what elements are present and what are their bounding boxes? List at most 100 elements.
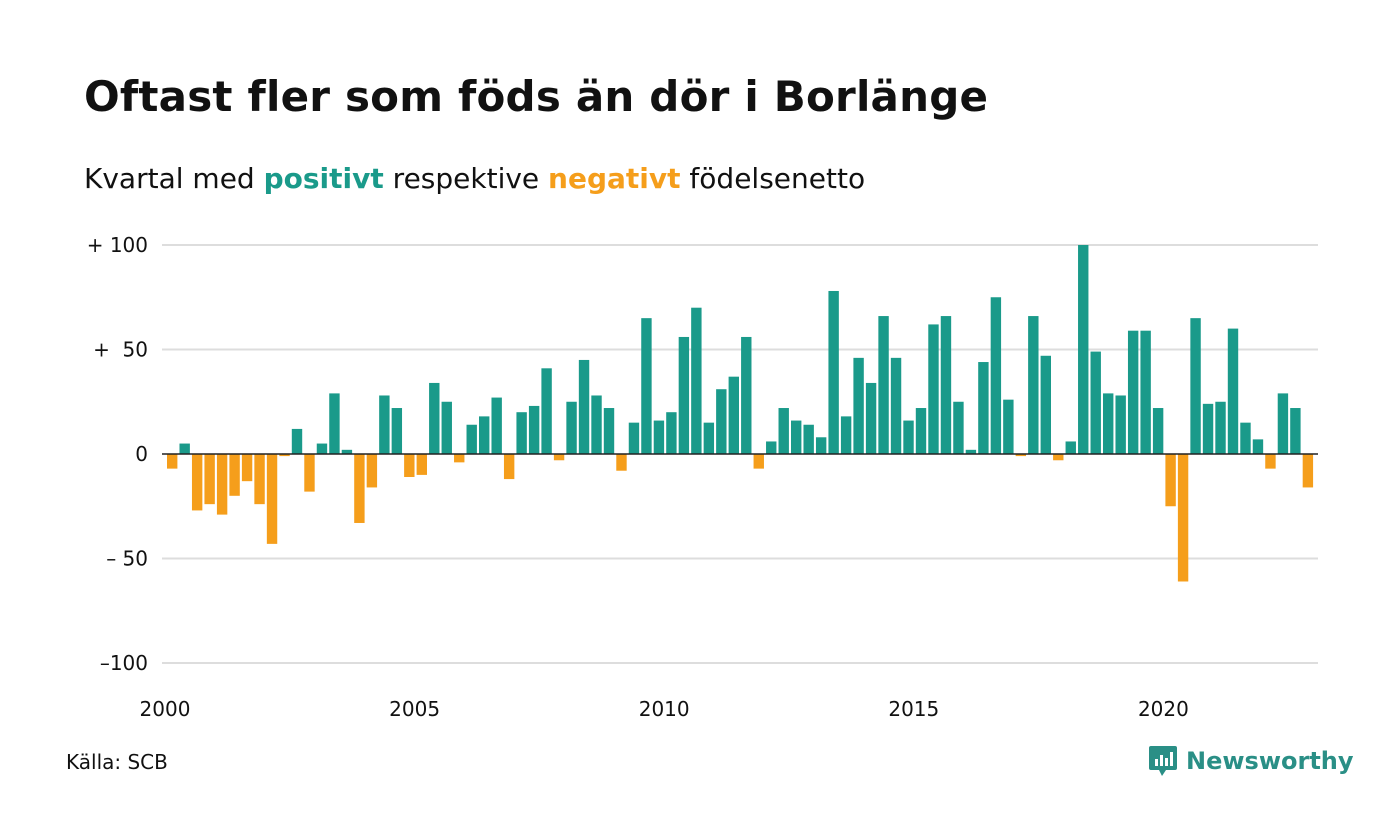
- bar: [978, 362, 989, 454]
- bar: [853, 357, 864, 454]
- bar: [1290, 408, 1301, 454]
- bar: [366, 454, 378, 488]
- bar: [329, 393, 340, 454]
- bar: [341, 449, 353, 454]
- bar: [616, 454, 627, 471]
- y-tick-label: 0: [135, 442, 148, 466]
- bar: [741, 336, 752, 454]
- bar: [479, 416, 490, 454]
- bar: [491, 397, 502, 454]
- bar: [503, 454, 515, 480]
- bar: [603, 408, 615, 454]
- bar: [1202, 403, 1214, 454]
- bar: [1252, 439, 1264, 454]
- bar: [766, 441, 777, 454]
- bar: [1003, 399, 1014, 454]
- newsworthy-logo-icon: [1149, 746, 1177, 776]
- bar: [928, 324, 939, 454]
- bar: [1240, 422, 1251, 454]
- brand-logo: Newsworthy: [1148, 744, 1354, 778]
- bar: [865, 382, 877, 454]
- bar: [990, 297, 1002, 454]
- bar: [354, 454, 365, 523]
- y-tick-label: + 100: [87, 233, 148, 257]
- subtitle-text-middle: respektive: [383, 162, 549, 195]
- bar: [778, 408, 789, 454]
- subtitle-text-after: födelsenetto: [680, 162, 866, 195]
- chart-title: Oftast fler som föds än dör i Borlänge: [84, 72, 989, 121]
- x-tick-label: 2015: [888, 697, 939, 721]
- bar: [815, 437, 827, 454]
- bar: [691, 307, 702, 454]
- bar: [179, 443, 190, 454]
- bar: [828, 290, 839, 454]
- bar: [229, 454, 240, 496]
- bar: [753, 454, 764, 469]
- bar: [167, 454, 178, 469]
- bar: [1277, 393, 1289, 454]
- bar: [454, 454, 465, 463]
- bar: [1152, 408, 1164, 454]
- bar: [1227, 328, 1239, 454]
- bar: [516, 412, 527, 454]
- y-tick-label: –100: [100, 651, 148, 675]
- y-tick-label: – 50: [106, 547, 148, 571]
- bar: [641, 318, 652, 454]
- bar: [1165, 454, 1176, 507]
- bar: [803, 424, 814, 454]
- bar: [890, 357, 902, 454]
- x-tick-label: 2020: [1138, 697, 1189, 721]
- bar: [703, 422, 715, 454]
- bar: [528, 405, 540, 454]
- bar: [1065, 441, 1076, 454]
- bar: [441, 401, 452, 454]
- bar: [304, 454, 315, 492]
- subtitle-negative: negativt: [548, 162, 681, 195]
- bar: [965, 449, 977, 454]
- bar: [716, 389, 727, 454]
- bar: [840, 416, 852, 454]
- bar: [791, 420, 802, 454]
- bar: [728, 376, 739, 454]
- bar: [379, 395, 390, 454]
- bar: [653, 420, 665, 454]
- bar: [316, 443, 328, 454]
- bar: [1140, 330, 1151, 454]
- bar: [940, 316, 952, 454]
- bar: [1302, 454, 1314, 488]
- bar: [878, 316, 889, 454]
- bar: [678, 336, 690, 454]
- bar: [903, 420, 914, 454]
- bar-chart: + 100 + 50 0 – 50 –100 2000 2005 2010 2015 2020: [87, 233, 1318, 721]
- subtitle-text-before: Kvartal med: [84, 162, 264, 195]
- bar: [1053, 454, 1064, 461]
- bar: [466, 424, 477, 454]
- subtitle-positive: positivt: [263, 162, 384, 195]
- bar: [1103, 393, 1114, 454]
- x-tick-label: 2005: [389, 697, 440, 721]
- bar: [541, 368, 552, 454]
- bar: [1078, 245, 1089, 454]
- bar: [254, 454, 265, 505]
- bar: [204, 454, 215, 505]
- bar: [915, 408, 927, 454]
- bar: [1015, 454, 1027, 457]
- bar: [1177, 454, 1189, 582]
- bar: [578, 359, 590, 454]
- bar: [628, 422, 640, 454]
- bar: [216, 454, 228, 515]
- bar: [1265, 454, 1276, 469]
- bar: [1028, 316, 1039, 454]
- bar: [1190, 318, 1201, 454]
- bar: [553, 454, 565, 461]
- bar: [1127, 330, 1139, 454]
- bar: [279, 454, 290, 457]
- brand-name: Newsworthy: [1186, 747, 1354, 775]
- y-tick-label: + 50: [93, 338, 148, 362]
- x-tick-label: 2010: [639, 697, 690, 721]
- source-note: Källa: SCB: [66, 750, 168, 774]
- bar: [1115, 395, 1126, 454]
- bar: [953, 401, 964, 454]
- bar: [566, 401, 577, 454]
- bar: [191, 454, 203, 511]
